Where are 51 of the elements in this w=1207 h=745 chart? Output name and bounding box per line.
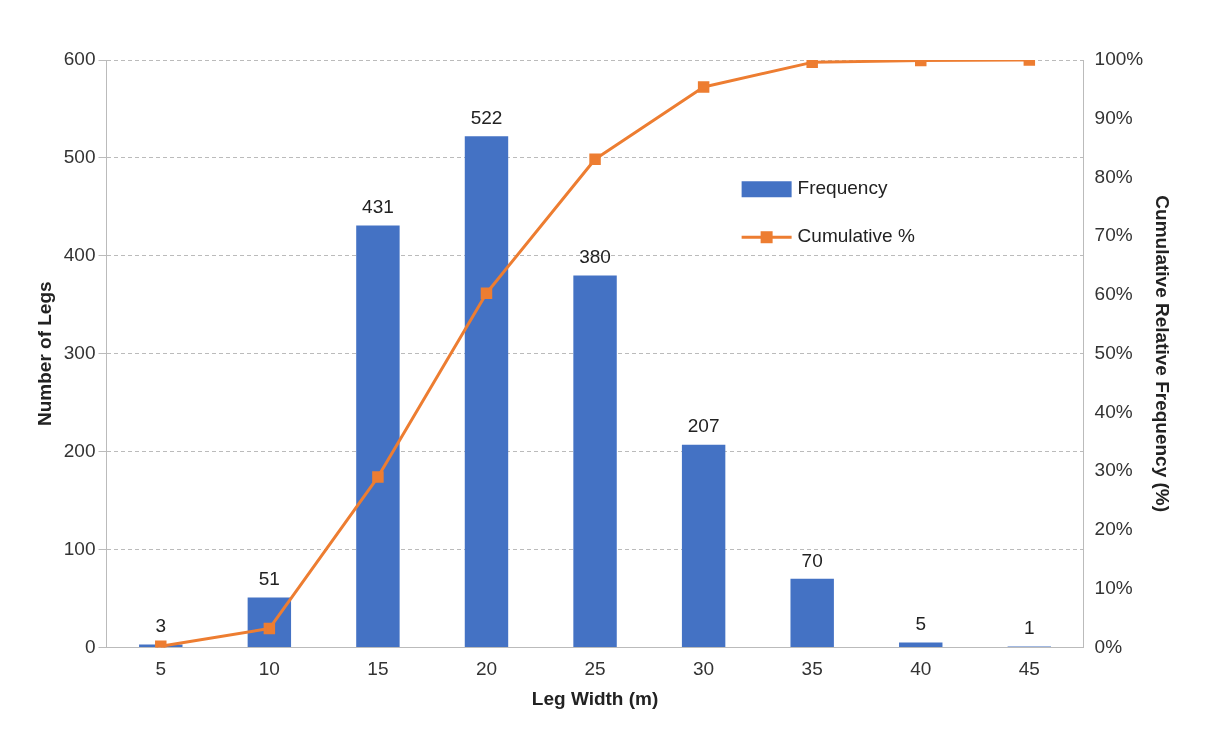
- x-tick-label: 40: [910, 658, 932, 680]
- x-tick-label: 35: [801, 658, 823, 680]
- data-label: 3: [155, 615, 167, 637]
- x-tick-label: 20: [475, 658, 498, 680]
- bar: [464, 136, 509, 647]
- y2-tick-label: 30%: [1094, 459, 1133, 481]
- y-tick-label: 600: [63, 48, 96, 70]
- y2-tick-label: 90%: [1094, 106, 1133, 128]
- point: [372, 471, 384, 483]
- y-tick-label: 200: [63, 439, 96, 461]
- y-tick-label: 100: [63, 537, 96, 559]
- y2-tick-label: 100%: [1094, 48, 1144, 70]
- bar: [573, 275, 617, 647]
- point: [589, 153, 601, 166]
- y-tick-label: 0: [84, 635, 96, 657]
- x-tick-label: 30: [693, 658, 715, 680]
- x-tick-label: 10: [258, 658, 280, 680]
- y-tick-label: 400: [63, 244, 96, 266]
- data-label: 380: [579, 246, 611, 268]
- data-label: 207: [687, 415, 720, 437]
- bar: [356, 225, 400, 647]
- point: [806, 60, 818, 69]
- y2-tick-label: 40%: [1094, 400, 1133, 422]
- data-label: 1: [1024, 617, 1035, 639]
- point: [480, 287, 493, 299]
- bar: [790, 578, 834, 647]
- x-tick-label: 5: [155, 658, 167, 680]
- y2-tick-label: 10%: [1094, 576, 1133, 598]
- y2-tick-label: 20%: [1094, 518, 1133, 540]
- data-label: 5: [915, 613, 927, 635]
- bar: [899, 642, 943, 647]
- x-axis-title: Leg Width (m): [531, 687, 659, 709]
- y2-tick-label: 80%: [1094, 165, 1133, 187]
- legend-label: Frequency: [797, 177, 888, 199]
- y-axis-title: Number of Legs: [33, 281, 55, 427]
- bar: [681, 444, 726, 647]
- data-label: 522: [470, 107, 503, 129]
- y2-axis-title: Cumulative Relative Frequency (%): [1152, 195, 1174, 513]
- y2-tick-label: 50%: [1094, 341, 1133, 363]
- x-tick-label: 15: [367, 658, 389, 680]
- y2-tick-label: 70%: [1094, 224, 1133, 246]
- x-tick-label: 25: [584, 658, 606, 680]
- data-label: 51: [258, 568, 280, 590]
- x-tick-label: 45: [1018, 658, 1040, 680]
- y-tick-label: 500: [63, 146, 96, 168]
- y2-tick-label: 0%: [1094, 635, 1123, 657]
- legend-label: Cumulative %: [797, 225, 915, 247]
- y-tick-label: 300: [63, 341, 96, 363]
- y2-tick-label: 60%: [1094, 283, 1133, 305]
- data-label: 431: [362, 196, 394, 218]
- data-label: 70: [801, 549, 823, 571]
